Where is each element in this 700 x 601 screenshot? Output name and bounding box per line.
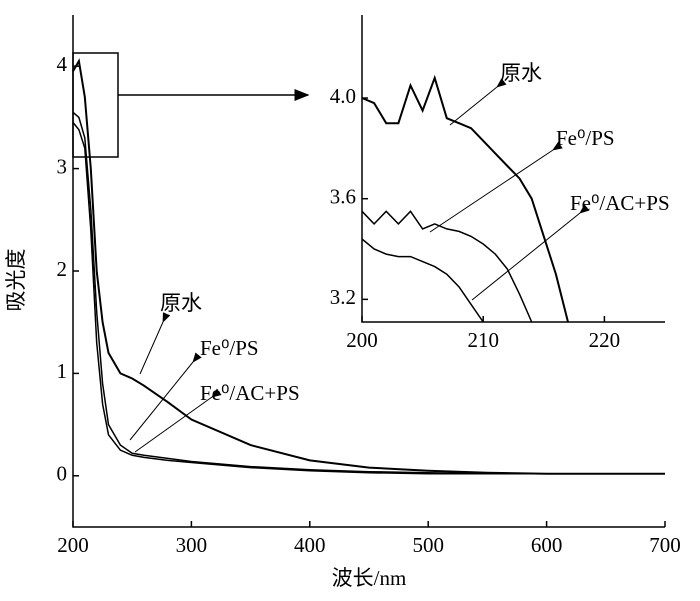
x-tick-label: 300	[176, 533, 208, 557]
series-label: Fe⁰/AC+PS	[570, 191, 670, 215]
x-tick-label: 200	[346, 328, 378, 352]
x-tick-label: 500	[412, 533, 444, 557]
series-label: Fe⁰/PS	[556, 126, 615, 150]
y-tick-label: 3.2	[330, 285, 356, 309]
y-tick-label: 3	[57, 154, 68, 178]
y-tick-label: 4	[57, 52, 68, 76]
series-label: 原水	[160, 291, 202, 315]
label-arrow	[134, 388, 222, 453]
series-line	[72, 58, 665, 475]
label-arrow	[129, 352, 202, 441]
series-label: 原水	[500, 61, 542, 85]
x-tick-label: 400	[294, 533, 326, 557]
series-label: Fe⁰/AC+PS	[200, 381, 300, 405]
y-tick-label: 0	[57, 462, 68, 486]
y-tick-label: 1	[57, 359, 68, 383]
label-arrow	[449, 78, 507, 126]
series-label: Fe⁰/PS	[200, 336, 259, 360]
y-tick-label: 2	[57, 257, 68, 281]
y-axis-label: 吸光度	[4, 249, 28, 312]
x-tick-label: 220	[589, 328, 621, 352]
series-line	[361, 74, 569, 323]
series-line	[361, 210, 533, 323]
x-tick-label: 700	[649, 533, 681, 557]
label-arrow	[139, 312, 171, 375]
x-axis-label: 波长/nm	[332, 566, 407, 590]
x-tick-label: 210	[467, 328, 499, 352]
label-arrow	[471, 204, 590, 301]
y-tick-label: 3.6	[330, 185, 356, 209]
series-line	[361, 238, 484, 323]
label-arrow	[429, 141, 563, 233]
axis	[72, 15, 665, 528]
x-tick-label: 200	[57, 533, 89, 557]
x-tick-label: 600	[531, 533, 563, 557]
y-tick-label: 4.0	[330, 84, 356, 108]
series-line	[72, 122, 665, 475]
